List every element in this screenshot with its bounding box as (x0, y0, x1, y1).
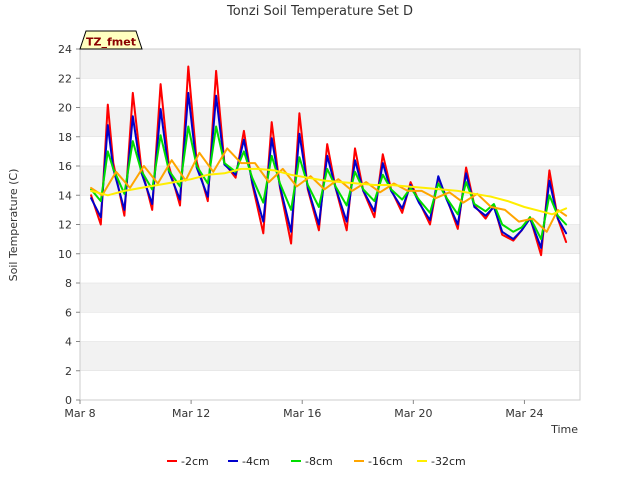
x-tick-label: Mar 20 (394, 407, 432, 420)
grid-band (80, 253, 580, 283)
y-tick-label: 6 (65, 306, 72, 319)
y-tick-label: 0 (65, 394, 72, 407)
grid-band (80, 224, 580, 254)
annotation-badge: TZ_fmet (79, 30, 143, 50)
legend-label: -2cm (181, 455, 209, 468)
annotation-badge-label: TZ_fmet (86, 36, 136, 49)
y-tick-label: 18 (58, 131, 72, 144)
grid-bands (80, 49, 580, 400)
series-lines (90, 65, 568, 257)
y-tick-label: 8 (65, 277, 72, 290)
y-tick-label: 4 (65, 336, 72, 349)
legend: -2cm -4cm -8cm -16cm -32cm (167, 455, 466, 468)
legend-label: -16cm (368, 455, 403, 468)
grid-band (80, 312, 580, 342)
x-tick-label: Mar 24 (505, 407, 543, 420)
grid-band (80, 341, 580, 371)
x-axis-title: Time (550, 423, 578, 436)
grid-band (80, 107, 580, 137)
series-line-16cmcm (90, 147, 568, 233)
legend-label: -4cm (242, 455, 270, 468)
y-tick-label: 24 (58, 43, 72, 56)
x-tick-label: Mar 8 (64, 407, 95, 420)
grid-band (80, 283, 580, 313)
series-line-32cmcm (90, 167, 568, 216)
y-tick-label: 22 (58, 72, 72, 85)
y-tick-label: 2 (65, 365, 72, 378)
x-axis-ticks: Mar 8 Mar 12 Mar 16 Mar 20 Mar 24 (64, 400, 544, 420)
legend-label: -8cm (305, 455, 333, 468)
grid-band (80, 49, 580, 79)
grid-band (80, 370, 580, 400)
chart-title: Tonzi Soil Temperature Set D (226, 4, 413, 19)
series-line-4cmcm (90, 91, 568, 249)
y-tick-label: 12 (58, 219, 72, 232)
y-tick-label: 20 (58, 102, 72, 115)
y-tick-label: 14 (58, 189, 72, 202)
annotation-badge-box (79, 30, 143, 50)
grid-band (80, 78, 580, 108)
legend-label: -32cm (431, 455, 466, 468)
x-tick-label: Mar 12 (172, 407, 210, 420)
y-tick-label: 16 (58, 160, 72, 173)
series-line-8cmcm (90, 125, 568, 241)
y-axis-title: Soil Temperature (C) (7, 169, 20, 282)
y-tick-label: 10 (58, 248, 72, 261)
x-tick-label: Mar 16 (283, 407, 321, 420)
